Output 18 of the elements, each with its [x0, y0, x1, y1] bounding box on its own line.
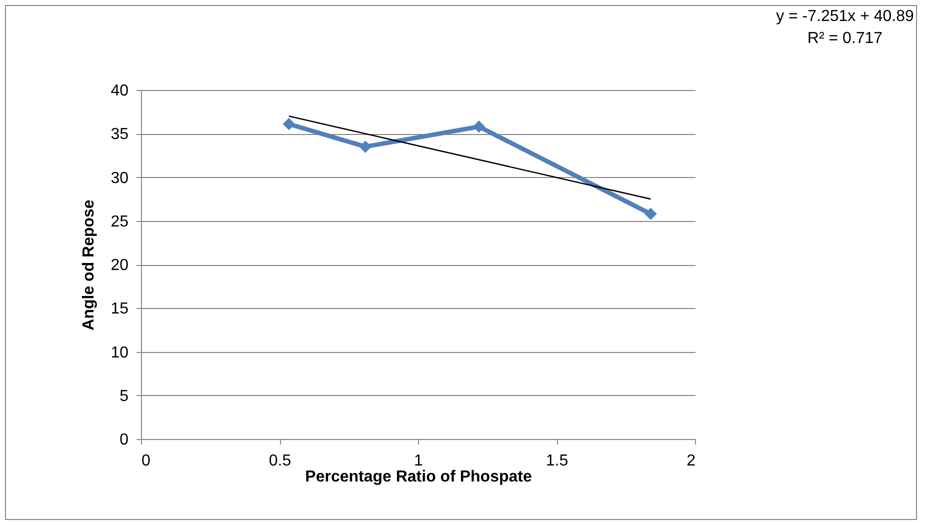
- x-tick-label: 0: [142, 452, 150, 470]
- x-tick-label: 2: [686, 452, 696, 470]
- x-tick-label: 0.5: [268, 452, 292, 470]
- x-tick-label: 1.5: [546, 452, 568, 470]
- y-tick-label: 20: [110, 257, 129, 274]
- y-tick-label: 0: [120, 432, 129, 448]
- text: R² = 0.717: [807, 30, 883, 47]
- y-tick-label: 25: [110, 213, 129, 230]
- y-tick-label: 15: [110, 300, 129, 318]
- y-tick-label: 35: [110, 126, 129, 144]
- y-tick-label: 10: [110, 344, 129, 362]
- y-axis-title: Angle od Repose: [80, 200, 98, 330]
- text: y = -7.251x + 40.89: [776, 8, 914, 25]
- x-tick-label: 1: [414, 452, 424, 470]
- y-tick-label: 5: [120, 388, 129, 405]
- x-axis-title: Percentage Ratio of Phospate: [305, 468, 532, 486]
- y-tick-label: 40: [110, 82, 129, 100]
- y-tick-label: 30: [110, 170, 129, 187]
